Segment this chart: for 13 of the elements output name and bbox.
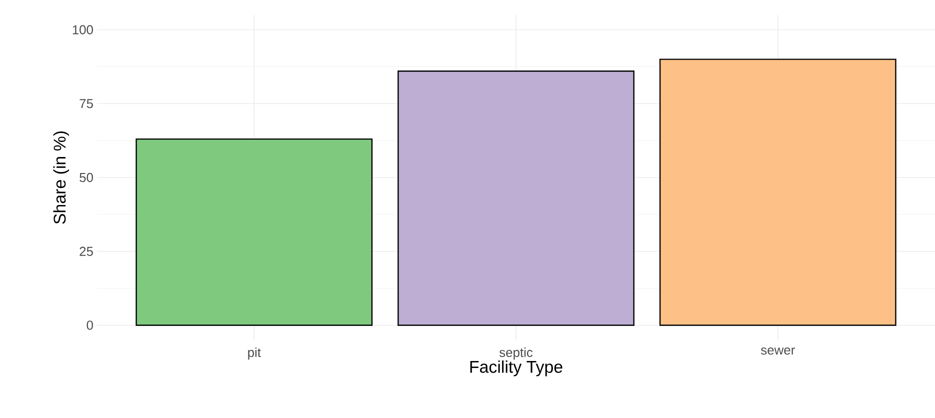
- bar: [136, 138, 373, 326]
- bar: [398, 70, 634, 326]
- y-tick-label: 75: [80, 99, 93, 108]
- x-tick-label: pit: [248, 348, 261, 360]
- y-tick-label: 0: [86, 320, 93, 330]
- x-axis-title: Facility Type: [470, 360, 562, 376]
- x-tick-label: septic: [499, 348, 533, 360]
- y-tick-label: 50: [80, 172, 93, 182]
- y-axis-title: Share (in %): [53, 132, 70, 224]
- bar: [659, 58, 896, 326]
- y-tick-label: 25: [80, 246, 93, 256]
- x-tick-label: sewer: [760, 348, 795, 355]
- y-tick-label: 100: [72, 25, 93, 34]
